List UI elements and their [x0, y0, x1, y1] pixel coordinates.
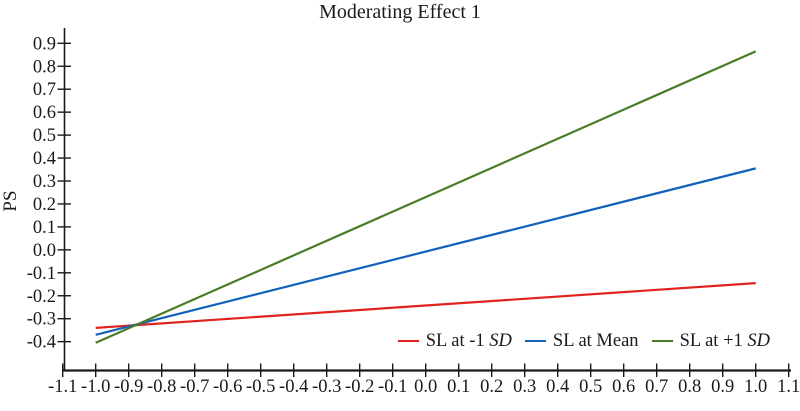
legend-label: SL at -1 SD — [425, 331, 512, 351]
x-tick-label: -0.9 — [114, 377, 143, 397]
y-tick-label: 0.2 — [33, 195, 56, 215]
y-tick-label: -0.4 — [27, 333, 56, 353]
x-tick-label: -0.8 — [147, 377, 176, 397]
y-tick-label: 0.0 — [33, 241, 56, 261]
x-tick-label: 0.6 — [612, 377, 635, 397]
y-tick-label: 0.4 — [33, 149, 56, 169]
x-tick-label: -0.6 — [213, 377, 242, 397]
y-tick-label: 0.6 — [33, 103, 56, 123]
legend: SL at -1 SD SL at Mean SL at +1 SD — [397, 330, 770, 352]
x-tick-label: 0.7 — [645, 377, 668, 397]
x-tick-label: -0.1 — [378, 377, 407, 397]
x-tick-label: -0.4 — [279, 377, 308, 397]
x-tick-label: -0.3 — [312, 377, 341, 397]
chart-title: Moderating Effect 1 — [319, 1, 481, 23]
x-tick-label: -1.0 — [81, 377, 110, 397]
x-tick-label: 0.3 — [513, 377, 536, 397]
y-tick-label: 0.3 — [33, 172, 56, 192]
x-tick-label: 1.0 — [744, 377, 767, 397]
y-tick-label: 0.8 — [33, 57, 56, 77]
x-tick-label: -0.2 — [345, 377, 374, 397]
legend-line-swatch-blue — [524, 339, 546, 343]
legend-label: SL at Mean — [552, 331, 639, 351]
y-tick-label: 0.5 — [33, 126, 56, 146]
x-tick-label: -0.7 — [180, 377, 209, 397]
legend-item-sl-minus-1sd: SL at -1 SD — [397, 330, 512, 352]
y-tick-label: -0.2 — [27, 287, 56, 307]
legend-label: SL at +1 SD — [679, 331, 770, 351]
y-tick-label: -0.1 — [27, 264, 56, 284]
x-tick-label: -1.1 — [48, 377, 77, 397]
x-tick-label: 0.8 — [678, 377, 701, 397]
x-tick-label: 1.1 — [777, 377, 800, 397]
y-tick-label: -0.3 — [27, 310, 56, 330]
series-line-1 — [95, 167, 756, 336]
y-tick-label: 0.1 — [33, 218, 56, 238]
x-tick-label: 0.5 — [579, 377, 602, 397]
legend-line-swatch-red — [397, 339, 419, 343]
y-tick-label: 0.7 — [33, 80, 56, 100]
x-tick-label: 0.4 — [546, 377, 569, 397]
y-tick-label: 0.9 — [33, 34, 56, 54]
legend-line-swatch-green — [651, 339, 673, 343]
legend-item-sl-mean: SL at Mean — [524, 330, 639, 352]
x-tick-label: 0.1 — [447, 377, 470, 397]
x-tick-label: 0.0 — [414, 377, 437, 397]
series-line-2 — [95, 50, 757, 344]
series-line-0 — [95, 282, 756, 329]
x-tick-label: -0.5 — [246, 377, 275, 397]
x-tick-label: 0.2 — [480, 377, 503, 397]
legend-item-sl-plus-1sd: SL at +1 SD — [651, 330, 770, 352]
x-tick-label: 0.9 — [711, 377, 734, 397]
